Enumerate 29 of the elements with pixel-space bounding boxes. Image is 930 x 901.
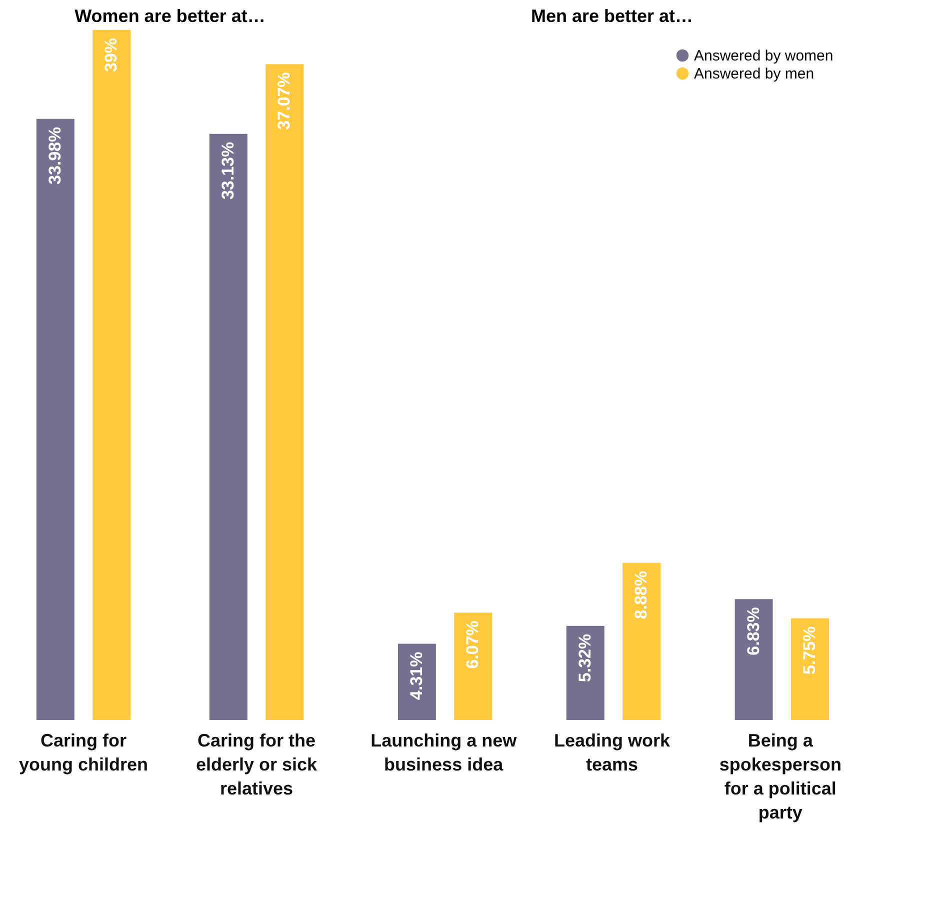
data-label: 5.32% xyxy=(575,634,594,682)
bar xyxy=(454,612,492,720)
legend-label: Answered by women xyxy=(694,48,834,64)
data-label: 4.31% xyxy=(406,652,426,700)
data-label: 6.83% xyxy=(744,607,763,656)
data-label: 5.75% xyxy=(800,626,820,674)
data-label: 37.07% xyxy=(274,72,294,130)
x-tick-label: Leading work teams xyxy=(554,730,671,774)
bar xyxy=(791,618,830,720)
data-label: 8.88% xyxy=(632,570,651,620)
x-tick-label: Being a spokesperson for a political party xyxy=(719,730,842,822)
data-label: 6.07% xyxy=(463,620,482,669)
bar xyxy=(209,134,248,720)
x-tick-label: Caring for young children xyxy=(19,730,148,774)
chart-title: Women are better at… xyxy=(74,6,266,26)
data-label: 33.98% xyxy=(45,126,64,184)
bar xyxy=(734,599,773,720)
bar xyxy=(36,118,74,720)
data-label: 33.13% xyxy=(218,142,238,200)
x-tick-label: Caring for the elderly or sick relatives xyxy=(196,730,318,798)
bar xyxy=(266,64,304,720)
chart-title: Men are better at… xyxy=(530,6,694,26)
bar xyxy=(622,562,661,720)
bar xyxy=(92,30,131,720)
x-tick-label: Launching a new business idea xyxy=(370,730,518,774)
bar xyxy=(566,626,604,720)
bar xyxy=(398,644,436,720)
legend-label: Answered by men xyxy=(694,66,814,82)
data-label: 39% xyxy=(102,38,121,72)
